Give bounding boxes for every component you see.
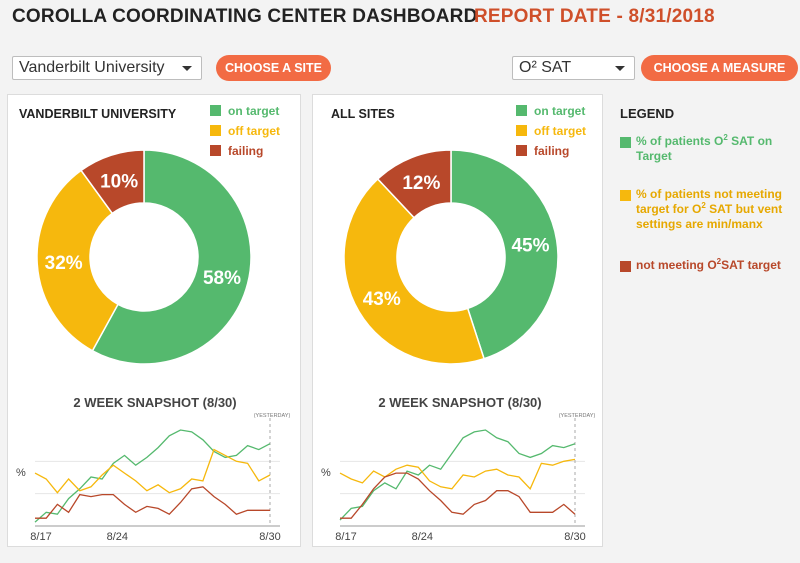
pie-data-label: 32%	[45, 253, 83, 274]
site-select-value: Vanderbilt University	[19, 59, 165, 76]
x-tick-label: 8/17	[335, 531, 356, 543]
pie-legend-swatch	[210, 145, 221, 156]
site-panel: VANDERBILT UNIVERSITY on target off target…	[7, 94, 301, 547]
pie-legend-swatch	[210, 105, 221, 116]
series-line	[34, 429, 271, 523]
dashboard-title: COROLLA COORDINATING CENTER DASHBOARD	[12, 6, 478, 27]
all-sites-panel-charts: ALL SITES on target off target failing 45% 43…	[321, 104, 596, 543]
series-line	[340, 472, 576, 519]
legend-text: SAT but vent settings are min/manx	[636, 202, 783, 231]
line-chart-title: 2 WEEK SNAPSHOT (8/30)	[378, 395, 541, 410]
pie-slice	[80, 149, 145, 215]
pie-legend-label: on target	[228, 104, 279, 118]
pie-slice	[91, 149, 252, 365]
pie-legend-label: failing	[534, 144, 569, 158]
pie-legend-swatch	[210, 125, 221, 136]
report-date: REPORT DATE - 8/31/2018	[474, 6, 715, 27]
pie-legend-label: off target	[534, 124, 586, 138]
line-chart-title: 2 WEEK SNAPSHOT (8/30)	[73, 395, 236, 410]
site-select[interactable]: Vanderbilt University	[12, 56, 202, 80]
pie-slice	[450, 149, 559, 360]
series-line	[339, 429, 576, 521]
legend-swatch	[620, 261, 631, 272]
measure-select[interactable]: O² SAT	[512, 56, 635, 80]
x-tick-label: 8/17	[30, 531, 51, 543]
pie-data-label: 12%	[402, 173, 440, 194]
legend-text: % of patients O	[636, 134, 724, 148]
pie-data-label: 45%	[511, 235, 549, 256]
pie-data-label: 58%	[203, 268, 241, 289]
x-tick-label: 8/30	[564, 531, 585, 543]
x-tick-label: 8/24	[412, 531, 433, 543]
choose-site-button[interactable]: CHOOSE A SITE	[216, 55, 331, 81]
pie-data-label: 43%	[363, 289, 401, 310]
yesterday-label: (YESTERDAY)	[559, 413, 596, 419]
series-line	[339, 458, 576, 490]
pie-legend-label: off target	[228, 124, 280, 138]
x-tick-label: 8/24	[107, 531, 128, 543]
legend-sup: 2	[701, 201, 706, 210]
series-line	[35, 486, 270, 519]
choose-measure-button[interactable]: CHOOSE A MEASURE	[641, 55, 798, 81]
legend-text: % of patients not meeting target for O	[636, 187, 783, 216]
yesterday-label: (YESTERDAY)	[254, 413, 291, 419]
legend-sup: 2	[723, 133, 728, 142]
legend-sup: 2	[716, 257, 722, 266]
y-axis-label: %	[16, 467, 26, 479]
y-axis-label: %	[321, 467, 331, 479]
pie-legend-swatch	[516, 105, 527, 116]
pie-slice	[36, 169, 120, 352]
legend-text: SAT target	[721, 258, 781, 272]
chevron-down-icon	[615, 66, 625, 71]
pie-legend-label: on target	[534, 104, 585, 118]
site-panel-charts: VANDERBILT UNIVERSITY on target off target…	[16, 104, 291, 543]
all-sites-panel: ALL SITES on target off target failing 45% 43…	[312, 94, 603, 547]
legend-title: LEGEND	[620, 106, 675, 121]
legend-swatch	[620, 190, 631, 201]
pie-title: VANDERBILT UNIVERSITY	[19, 107, 177, 121]
legend-text: SAT on Target	[636, 134, 773, 163]
legend-text: not meeting O	[636, 258, 717, 272]
series-line	[34, 448, 271, 494]
pie-title: ALL SITES	[331, 107, 395, 121]
pie-legend-swatch	[516, 125, 527, 136]
pie-data-label: 10%	[100, 171, 138, 192]
pie-legend-label: failing	[228, 144, 263, 158]
legend-swatch	[620, 137, 631, 148]
chevron-down-icon	[182, 66, 192, 71]
pie-legend-swatch	[516, 145, 527, 156]
x-tick-label: 8/30	[259, 531, 280, 543]
pie-slice	[343, 177, 486, 365]
pie-slice	[376, 149, 452, 219]
measure-select-value: O² SAT	[519, 59, 572, 76]
